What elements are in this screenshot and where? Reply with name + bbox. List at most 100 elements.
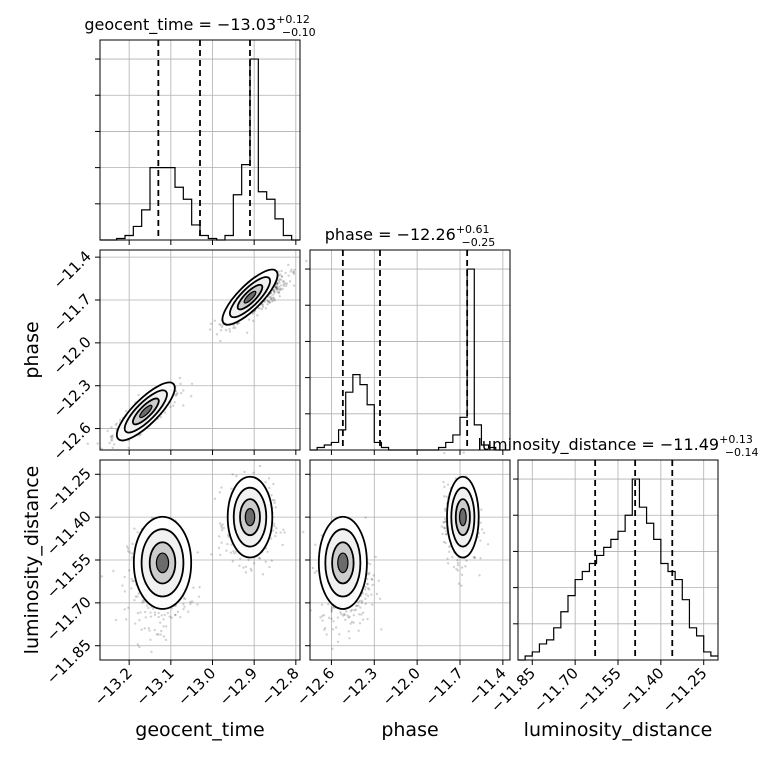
scatter-point	[164, 638, 168, 642]
scatter-point	[441, 532, 444, 536]
scatter-point	[258, 557, 262, 560]
contour-level	[458, 507, 467, 527]
scatter-point	[292, 272, 296, 276]
scatter-point	[330, 608, 333, 612]
scatter-point	[341, 614, 345, 617]
scatter-point	[268, 300, 271, 303]
scatter-point	[112, 443, 116, 446]
y-tick-label: −12.3	[50, 376, 95, 421]
scatter-point	[350, 608, 354, 612]
scatter-point	[247, 558, 250, 562]
scatter-point	[232, 324, 236, 327]
scatter-point	[334, 626, 338, 629]
scatter-point	[273, 292, 276, 295]
scatter-point	[125, 545, 129, 548]
scatter-point	[252, 471, 255, 474]
scatter-point	[131, 542, 134, 546]
scatter-point	[371, 603, 374, 606]
scatter-point	[482, 531, 486, 534]
scatter-point	[305, 259, 308, 263]
scatter-point	[166, 611, 170, 615]
scatter-point	[272, 289, 275, 292]
scatter-point	[159, 415, 163, 419]
scatter-point	[271, 498, 275, 502]
scatter-point	[287, 263, 290, 267]
scatter-point	[270, 559, 274, 562]
scatter-point	[149, 611, 152, 614]
y-tick-label: −11.7	[50, 290, 95, 335]
scatter-point	[224, 328, 228, 332]
scatter-point	[330, 610, 333, 613]
scatter-point	[266, 303, 269, 306]
scatter-point	[168, 615, 171, 619]
scatter-point	[247, 318, 251, 321]
scatter-point	[371, 583, 374, 587]
scatter-point	[282, 280, 285, 283]
scatter-point	[176, 610, 180, 614]
scatter-point	[249, 567, 253, 571]
scatter-point	[274, 531, 278, 535]
scatter-point	[366, 582, 369, 586]
scatter-point	[239, 557, 242, 560]
scatter-point	[282, 280, 285, 283]
scatter-point	[236, 322, 239, 325]
title-value: −12.26	[397, 225, 456, 244]
scatter-point	[139, 611, 142, 614]
scatter-point	[221, 523, 224, 526]
scatter-point	[473, 556, 477, 560]
scatter-point	[264, 307, 268, 310]
scatter-point	[268, 486, 271, 490]
scatter-point	[279, 288, 282, 292]
scatter-point	[278, 273, 282, 276]
scatter-point	[230, 487, 233, 490]
scatter-point	[141, 601, 144, 604]
scatter-point	[131, 580, 134, 583]
scatter-point	[279, 278, 283, 282]
scatter-point	[348, 615, 351, 618]
scatter-point	[267, 477, 271, 480]
scatter-point	[276, 282, 279, 285]
scatter-point	[191, 600, 194, 603]
scatter-point	[277, 290, 281, 294]
scatter-point	[147, 626, 151, 630]
scatter-point	[155, 633, 159, 636]
scatter-point	[442, 520, 446, 524]
scatter-point	[153, 628, 156, 632]
scatter-point	[270, 297, 273, 300]
scatter-point	[330, 607, 334, 610]
scatter-point	[446, 562, 450, 565]
scatter-point	[215, 333, 219, 336]
scatter-point	[219, 324, 223, 327]
scatter-point	[174, 613, 177, 617]
scatter-point	[178, 376, 182, 380]
y-tick-label: −11.25	[43, 464, 95, 516]
scatter-point	[315, 570, 318, 573]
scatter-point	[115, 422, 118, 425]
scatter-point	[278, 295, 281, 298]
scatter-point	[153, 611, 157, 614]
x-tick-label: −12.0	[379, 664, 424, 709]
scatter-point	[282, 282, 286, 286]
scatter-point	[141, 599, 145, 602]
contour-level	[139, 404, 153, 419]
scatter-point	[149, 615, 153, 618]
scatter-point	[269, 296, 273, 299]
scatter-point	[276, 287, 279, 290]
scatter-point	[127, 606, 130, 610]
scatter-point	[289, 270, 292, 273]
contour-level	[244, 507, 256, 527]
scatter-point	[360, 599, 364, 603]
scatter-point	[442, 540, 446, 544]
scatter-point	[443, 451, 446, 455]
scatter-point	[278, 288, 281, 291]
scatter-point	[280, 275, 284, 279]
scatter-point	[176, 392, 179, 395]
scatter-point	[157, 611, 160, 615]
scatter-point	[219, 329, 223, 332]
scatter-point	[270, 494, 273, 497]
scatter-point	[325, 633, 328, 636]
scatter-point	[375, 592, 379, 596]
scatter-point	[374, 555, 377, 559]
scatter-point	[320, 603, 324, 606]
scatter-point	[111, 446, 114, 450]
